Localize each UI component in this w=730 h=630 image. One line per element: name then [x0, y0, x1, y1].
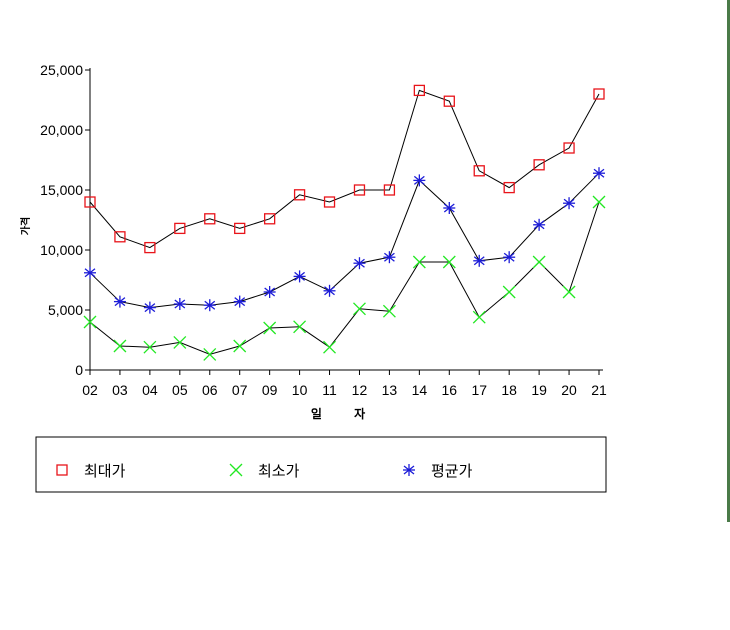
legend-marker-1 [229, 463, 243, 477]
data-point-1 [173, 335, 187, 349]
x-tick-label: 02 [82, 382, 98, 398]
legend-label-2: 평균가 [431, 462, 473, 480]
data-point-1 [143, 340, 157, 354]
data-point-2 [353, 257, 366, 270]
series-markers [83, 84, 606, 361]
data-point-0 [533, 159, 545, 171]
data-point-1 [382, 304, 396, 318]
x-tick-label: 09 [262, 382, 278, 398]
x-tick-label: 19 [531, 382, 547, 398]
data-point-2 [443, 202, 456, 214]
series-line-0 [89, 89, 600, 249]
data-point-0 [293, 189, 306, 201]
data-point-1 [83, 315, 97, 329]
data-point-2 [593, 167, 605, 180]
x-tick-label: 07 [232, 382, 248, 398]
legend-marker-0 [56, 464, 68, 476]
data-point-1 [263, 321, 277, 335]
x-tick-label: 11 [322, 382, 337, 398]
data-point-1 [293, 320, 307, 334]
data-point-1 [532, 255, 546, 269]
data-point-2 [503, 251, 516, 264]
legend-marker-2 [403, 464, 415, 476]
data-point-2 [323, 284, 336, 297]
data-point-0 [503, 181, 515, 194]
data-point-1 [203, 347, 217, 361]
data-point-2 [113, 295, 126, 308]
data-point-0 [563, 142, 575, 154]
x-tick-label: 03 [112, 382, 128, 398]
data-point-0 [443, 95, 455, 107]
data-point-0 [593, 88, 605, 100]
y-tick-label: 0 [75, 362, 83, 378]
data-point-1 [412, 255, 426, 269]
x-tick-label: 04 [142, 382, 158, 398]
data-point-2 [173, 298, 186, 310]
series-line-2 [89, 172, 600, 309]
data-point-2 [473, 254, 486, 267]
x-tick-label: 20 [561, 382, 577, 398]
data-point-0 [413, 84, 426, 97]
data-point-1 [592, 195, 606, 209]
legend-label-0: 최대가 [84, 462, 126, 480]
y-tick-label: 20,000 [40, 122, 83, 138]
data-point-1 [472, 310, 486, 324]
data-point-2 [203, 299, 216, 312]
x-tick-label: 12 [352, 382, 368, 398]
data-point-2 [413, 174, 426, 187]
series-lines [89, 89, 600, 355]
data-point-0 [144, 241, 156, 254]
legend-box [35, 436, 607, 493]
x-tick-label: 05 [172, 382, 188, 398]
data-point-0 [473, 165, 485, 177]
data-point-2 [533, 218, 546, 231]
data-point-2 [293, 270, 306, 283]
legend-label-1: 최소가 [258, 462, 300, 480]
legend: 최대가 최소가 평균가 [35, 436, 607, 493]
y-tick-label: 25,000 [40, 62, 83, 78]
data-point-1 [323, 340, 336, 354]
series-line-1 [89, 201, 600, 355]
data-point-2 [143, 301, 156, 314]
y-tick-label: 15,000 [40, 182, 83, 198]
x-tick-label: 13 [382, 382, 398, 398]
x-tick-label: 21 [591, 382, 607, 398]
data-point-1 [442, 255, 456, 269]
y-tick-label: 10,000 [40, 242, 83, 258]
data-point-0 [383, 184, 396, 196]
data-point-0 [84, 196, 96, 208]
data-point-0 [323, 196, 336, 208]
x-tick-label: 10 [292, 382, 308, 398]
data-point-1 [562, 285, 576, 299]
x-tick-label: 17 [471, 382, 487, 398]
data-point-0 [263, 213, 276, 225]
data-point-2 [84, 266, 96, 279]
data-point-1 [233, 339, 247, 353]
data-point-2 [563, 197, 576, 210]
data-point-1 [113, 339, 127, 353]
data-point-0 [234, 222, 246, 235]
data-point-0 [174, 222, 186, 235]
data-point-1 [353, 302, 366, 316]
x-tick-label: 18 [501, 382, 517, 398]
x-tick-label: 16 [442, 382, 458, 398]
data-point-1 [502, 285, 516, 299]
x-axis-title: 일 자 [311, 406, 379, 421]
axes: 0 5,000 10,000 15,000 20,000 25,000 02 03 04 05 06… [40, 62, 607, 398]
x-tick-label: 06 [202, 382, 218, 398]
data-point-2 [383, 251, 396, 264]
x-tick-label: 14 [412, 382, 428, 398]
data-point-0 [353, 184, 366, 196]
data-point-2 [233, 295, 246, 308]
y-axis-title: 가격 [19, 217, 32, 235]
y-tick-label: 5,000 [48, 302, 83, 318]
data-point-0 [204, 213, 216, 225]
data-point-0 [114, 231, 126, 243]
right-divider [727, 0, 730, 522]
data-point-2 [263, 286, 276, 298]
